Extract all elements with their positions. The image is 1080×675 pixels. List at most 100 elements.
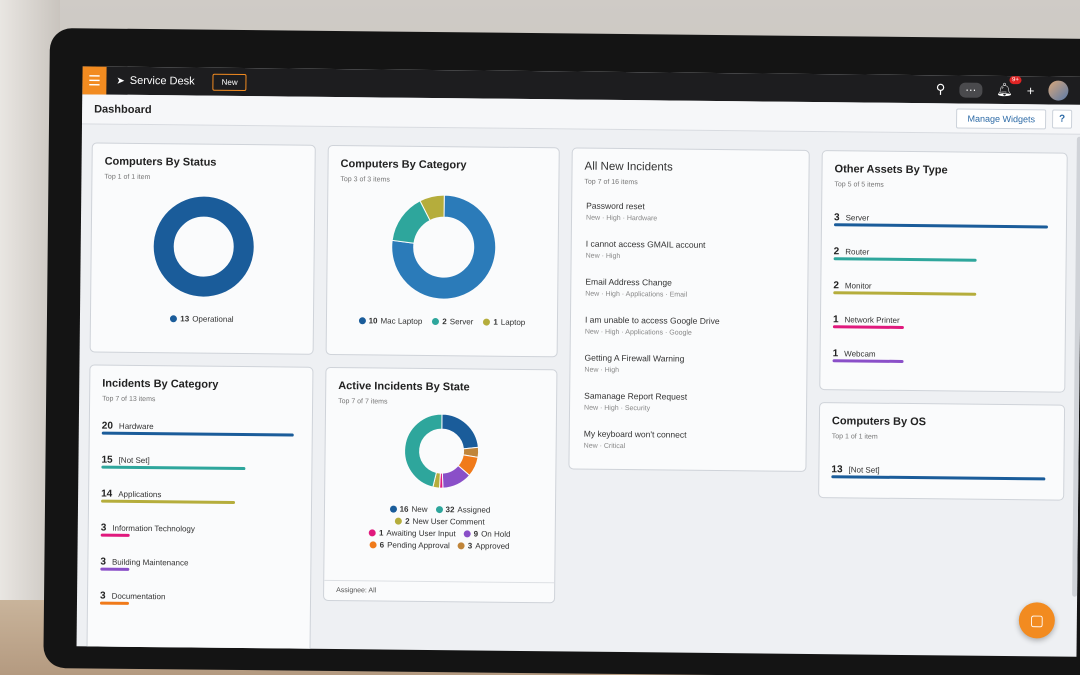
legend-value: 2 [405, 516, 410, 526]
plus-icon[interactable]: + [1026, 82, 1035, 98]
legend-item[interactable]: 6 Pending Approval [369, 540, 450, 551]
donut-slice-operational[interactable] [153, 196, 254, 297]
donut-slice-assigned[interactable] [404, 413, 443, 488]
bar-row[interactable]: 3 Documentation [99, 586, 298, 622]
help-button[interactable]: ? [1052, 109, 1073, 129]
bar-value: 3 [100, 522, 107, 534]
bar-row[interactable]: 3 Building Maintenance [100, 552, 298, 588]
bar-value: 1 [832, 314, 839, 326]
new-button[interactable]: New [212, 73, 247, 91]
bar-mark [100, 533, 130, 537]
manage-widgets-button[interactable]: Manage Widgets [956, 108, 1047, 130]
incident-list: Password reset New · High · Hardware I can… [583, 201, 796, 469]
list-item[interactable]: I am unable to access Google Drive New · … [585, 315, 795, 355]
list-item[interactable]: Getting A Firewall Warning New · High [584, 353, 794, 393]
bar-row[interactable]: 2 Router [833, 241, 1053, 277]
bar-label: Applications [118, 489, 162, 500]
legend-item[interactable]: 1 Laptop [483, 318, 525, 327]
chart-legend: 10 Mac Laptop 2 Server 1 Laptop [327, 316, 557, 327]
donut-slice-laptop[interactable] [419, 194, 445, 222]
widget-title: Incidents By Category [102, 377, 219, 391]
widget-subtitle: Top 5 of 5 items [834, 181, 884, 189]
bar-row[interactable]: 1 Webcam [832, 343, 1052, 379]
chat-bubble-icon[interactable]: ▢ [1018, 602, 1056, 639]
widget-footer: Assignee: All [324, 579, 555, 603]
bar-mark [832, 359, 904, 363]
incident-title[interactable]: Getting A Firewall Warning [584, 352, 685, 364]
search-icon[interactable]: ⚲ [935, 81, 946, 97]
bar-mark [100, 567, 130, 571]
bar-value: 3 [100, 556, 107, 568]
widget-subtitle: Top 7 of 7 items [338, 398, 388, 406]
incident-meta: New · High [584, 366, 620, 374]
widget-title: Computers By Status [104, 155, 217, 169]
incident-title[interactable]: I cannot access GMAIL account [585, 238, 706, 250]
app-name: Service Desk [129, 74, 195, 88]
incident-title[interactable]: Samanage Report Request [584, 390, 688, 402]
bar-row[interactable]: 13 [Not Set] [831, 459, 1051, 495]
legend-item[interactable]: 16 New [389, 504, 428, 514]
top-right-actions: ⚲ ⋯ 🔔︎ 9+ + [936, 75, 1069, 104]
bar-row[interactable]: 3 Information Technology [100, 518, 299, 554]
legend-item[interactable]: 32 Assigned [435, 505, 490, 515]
bar-row[interactable]: 14 Applications [101, 484, 299, 520]
scrollbar[interactable] [1072, 136, 1080, 597]
list-item[interactable]: Email Address Change New · High · Applica… [585, 277, 795, 317]
hamburger-menu-icon[interactable]: ☰ [82, 66, 107, 95]
legend-item[interactable]: 13 Operational [170, 314, 234, 324]
donut-slice-new[interactable] [441, 413, 479, 450]
bar-row[interactable]: 3 Server [833, 207, 1054, 243]
legend-value: 3 [467, 541, 473, 551]
list-item[interactable]: Samanage Report Request New · High · Secu… [584, 391, 794, 431]
legend-item[interactable]: 2 New User Comment [395, 517, 485, 527]
bar-label: Server [845, 213, 870, 223]
list-item[interactable]: Password reset New · High · Hardware [586, 201, 796, 241]
avatar[interactable] [1048, 80, 1069, 101]
legend-value: 1 [378, 528, 384, 538]
legend-item[interactable]: 10 Mac Laptop [358, 316, 423, 326]
donut-chart[interactable] [143, 186, 264, 307]
bell-icon[interactable]: 🔔︎ 9+ [996, 76, 1022, 98]
legend-item[interactable]: 1 Awaiting User Input [368, 528, 456, 538]
legend-dot-icon [463, 530, 471, 538]
widget-subtitle: Top 7 of 16 items [584, 178, 638, 187]
bar-label: Hardware [118, 421, 154, 432]
legend-value: 9 [473, 529, 479, 539]
bar-list: 3 Server 2 Router 2 Monitor 1 Network Printer 1 W… [832, 207, 1054, 379]
legend-item[interactable]: 9 On Hold [463, 529, 511, 539]
widget-subtitle: Top 1 of 1 item [831, 433, 878, 441]
incident-meta: New · High · Hardware [586, 214, 658, 223]
incident-title[interactable]: Email Address Change [585, 276, 672, 288]
incident-title[interactable]: My keyboard won't connect [583, 428, 687, 440]
legend-row: 6 Pending Approval 3 Approved [369, 540, 510, 551]
donut-chart[interactable] [383, 187, 504, 308]
bar-row[interactable]: 2 Monitor [833, 275, 1053, 311]
donut-chart[interactable] [401, 411, 482, 492]
service-desk-logo-icon: ➤ [116, 75, 125, 87]
legend-value: 32 [445, 505, 455, 515]
bar-row[interactable]: 15 [Not Set] [101, 450, 299, 486]
legend-dot-icon [483, 318, 491, 326]
legend-label: Mac Laptop [380, 316, 423, 326]
bar-mark [831, 475, 1046, 481]
bar-row[interactable]: 1 Network Printer [832, 309, 1053, 345]
bar-list: 20 Hardware 15 [Not Set] 14 Applications 3 Info… [99, 416, 300, 622]
incident-title[interactable]: I am unable to access Google Drive [584, 314, 720, 327]
widget-active-incidents-by-state: Active Incidents By State Top 7 of 7 ite… [323, 366, 558, 604]
legend-dot-icon [369, 541, 377, 549]
legend-label: Pending Approval [387, 540, 450, 551]
chat-icon[interactable]: ⋯ [959, 82, 983, 98]
bar-row[interactable]: 20 Hardware [101, 416, 300, 452]
bar-label: Monitor [844, 281, 872, 291]
donut-slice-mac-laptop[interactable] [391, 194, 497, 300]
legend-item[interactable]: 2 Server [432, 317, 473, 326]
legend-value: 10 [368, 316, 378, 326]
list-item[interactable]: My keyboard won't connect New · Critical [583, 429, 793, 469]
list-item[interactable]: I cannot access GMAIL account New · High [585, 239, 795, 279]
legend-dot-icon [358, 317, 366, 325]
brand[interactable]: ➤ Service Desk [116, 75, 194, 88]
legend-item[interactable]: 3 Approved [457, 541, 510, 551]
legend-value: 16 [399, 504, 409, 514]
legend-dot-icon [368, 529, 377, 537]
incident-title[interactable]: Password reset [586, 200, 645, 212]
